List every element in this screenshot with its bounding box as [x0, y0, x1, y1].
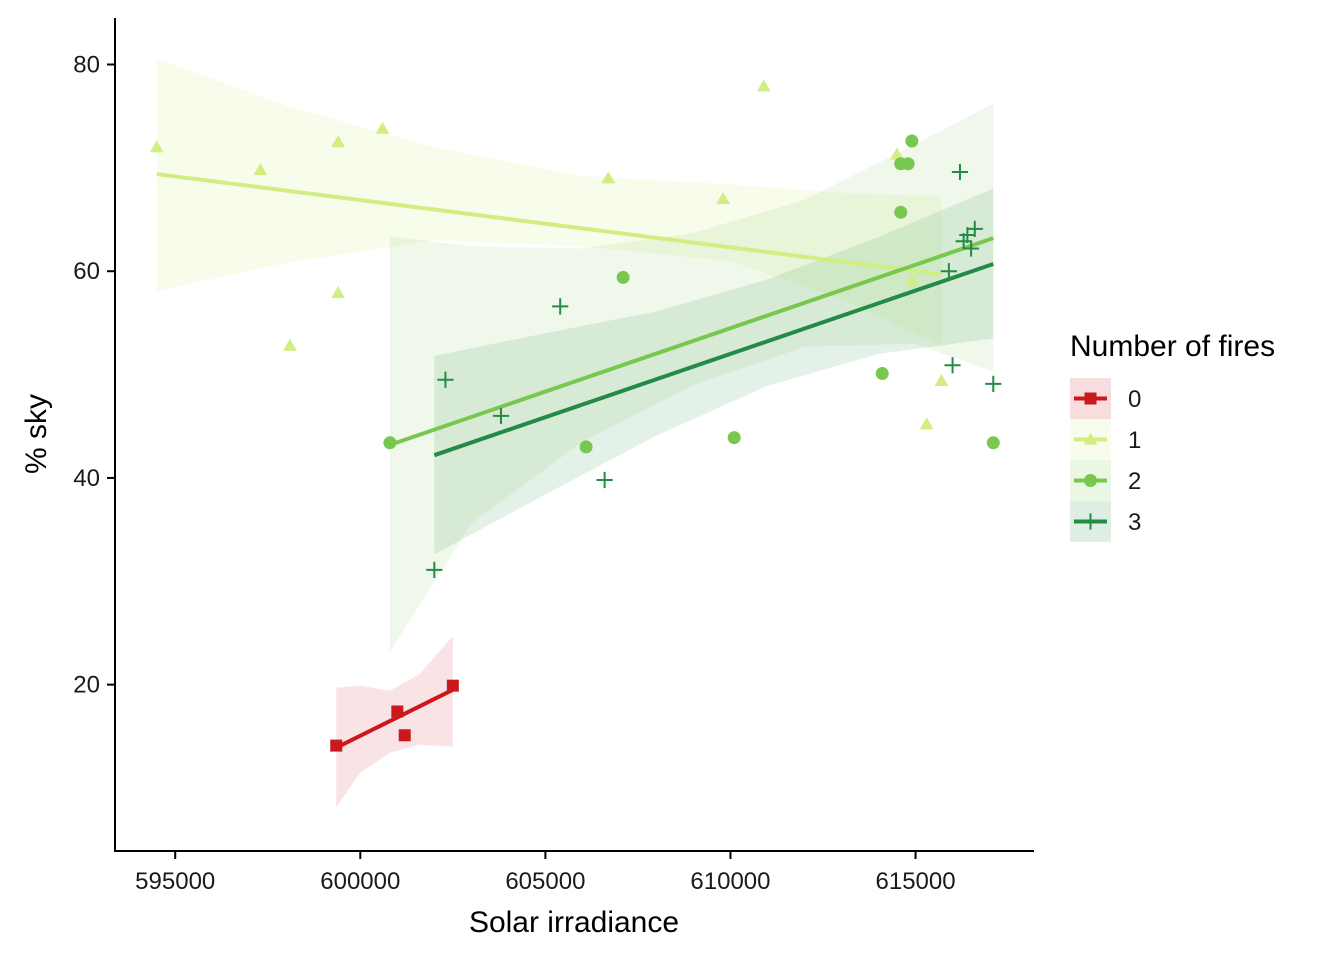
data-point-series-3 — [966, 220, 983, 237]
data-point-series-1 — [331, 135, 345, 148]
confidence-band-series-2 — [389, 103, 994, 652]
data-point-series-1 — [904, 273, 919, 286]
legend-item-3: 3 — [1070, 501, 1141, 542]
data-point-series-2 — [727, 431, 741, 445]
data-point-series-3 — [492, 407, 510, 425]
data-point-series-3 — [944, 357, 961, 374]
data-point-series-2 — [986, 436, 1000, 450]
data-point-series-1 — [149, 140, 164, 153]
data-point-series-0 — [330, 739, 343, 752]
regression-line-series-3 — [433, 262, 994, 458]
data-point-series-3 — [985, 375, 1002, 392]
x-tick-label: 610000 — [690, 868, 770, 895]
data-point-series-1 — [890, 147, 904, 160]
legend-key-marker — [1084, 474, 1097, 487]
legend-item-0: 0 — [1070, 378, 1141, 419]
regression-line-series-0 — [335, 688, 454, 750]
y-tick-label: 20 — [73, 672, 100, 699]
y-axis-title: % sky — [20, 394, 53, 474]
legend-label: 2 — [1128, 468, 1141, 495]
legend-label: 0 — [1128, 386, 1141, 413]
x-tick-label: 615000 — [876, 868, 956, 895]
data-point-series-2 — [616, 270, 630, 284]
data-point-series-1 — [919, 417, 934, 430]
legend-title: Number of fires — [1070, 330, 1275, 363]
data-point-series-2 — [579, 440, 593, 454]
data-point-series-3 — [596, 471, 613, 489]
x-tick-label: 600000 — [320, 868, 400, 895]
data-point-series-3 — [962, 240, 980, 257]
legend-key-marker — [1084, 392, 1097, 405]
data-point-series-3 — [437, 371, 454, 388]
data-point-series-0 — [446, 679, 459, 692]
data-point-series-1 — [756, 79, 771, 92]
data-point-series-1 — [716, 191, 730, 205]
data-point-series-2 — [894, 205, 908, 219]
regression-line-series-2 — [389, 236, 994, 447]
data-point-series-1 — [934, 373, 949, 386]
data-point-series-1 — [283, 338, 297, 351]
data-point-series-2 — [383, 436, 397, 450]
y-tick-label: 60 — [73, 258, 100, 285]
confidence-bands — [156, 58, 994, 808]
regression-line-series-1 — [156, 172, 942, 277]
data-point-series-3 — [426, 561, 443, 579]
data-point-series-3 — [552, 298, 569, 315]
legend-keys: 0 1 2 3 — [1070, 378, 1141, 542]
legend-item-2: 2 — [1070, 460, 1141, 501]
data-point-series-1 — [253, 163, 268, 176]
x-tick-label: 605000 — [505, 868, 585, 895]
confidence-band-series-0 — [336, 636, 453, 808]
legend-key-marker — [1082, 513, 1099, 530]
data-point-series-2 — [875, 367, 889, 381]
data-point-series-1 — [331, 286, 345, 299]
data-point-series-0 — [398, 729, 411, 742]
axes — [114, 18, 1034, 852]
x-tick-label: 595000 — [135, 868, 215, 895]
y-tick-label: 40 — [73, 465, 100, 492]
data-point-series-1 — [375, 121, 390, 134]
legend: Number of fires 0 1 2 3 — [1070, 330, 1275, 542]
confidence-band-series-3 — [434, 188, 994, 555]
data-points — [149, 79, 1002, 752]
confidence-band-series-1 — [156, 58, 942, 346]
data-point-series-2 — [901, 157, 915, 171]
data-point-series-1 — [601, 171, 616, 184]
data-point-series-2 — [905, 134, 919, 148]
y-tick-label: 80 — [73, 52, 100, 79]
data-point-series-3 — [951, 163, 969, 181]
data-point-series-0 — [391, 705, 404, 718]
legend-key-marker — [1083, 432, 1098, 445]
x-axis-title: Solar irradiance — [469, 906, 679, 939]
legend-label: 1 — [1128, 427, 1141, 454]
regression-lines — [156, 172, 994, 750]
legend-item-1: 1 — [1070, 419, 1141, 460]
axis-ticks: 595000 600000 605000 610000 615000 20 40 60 80 — [73, 52, 955, 895]
legend-label: 3 — [1128, 509, 1141, 536]
data-point-series-3 — [940, 263, 957, 280]
